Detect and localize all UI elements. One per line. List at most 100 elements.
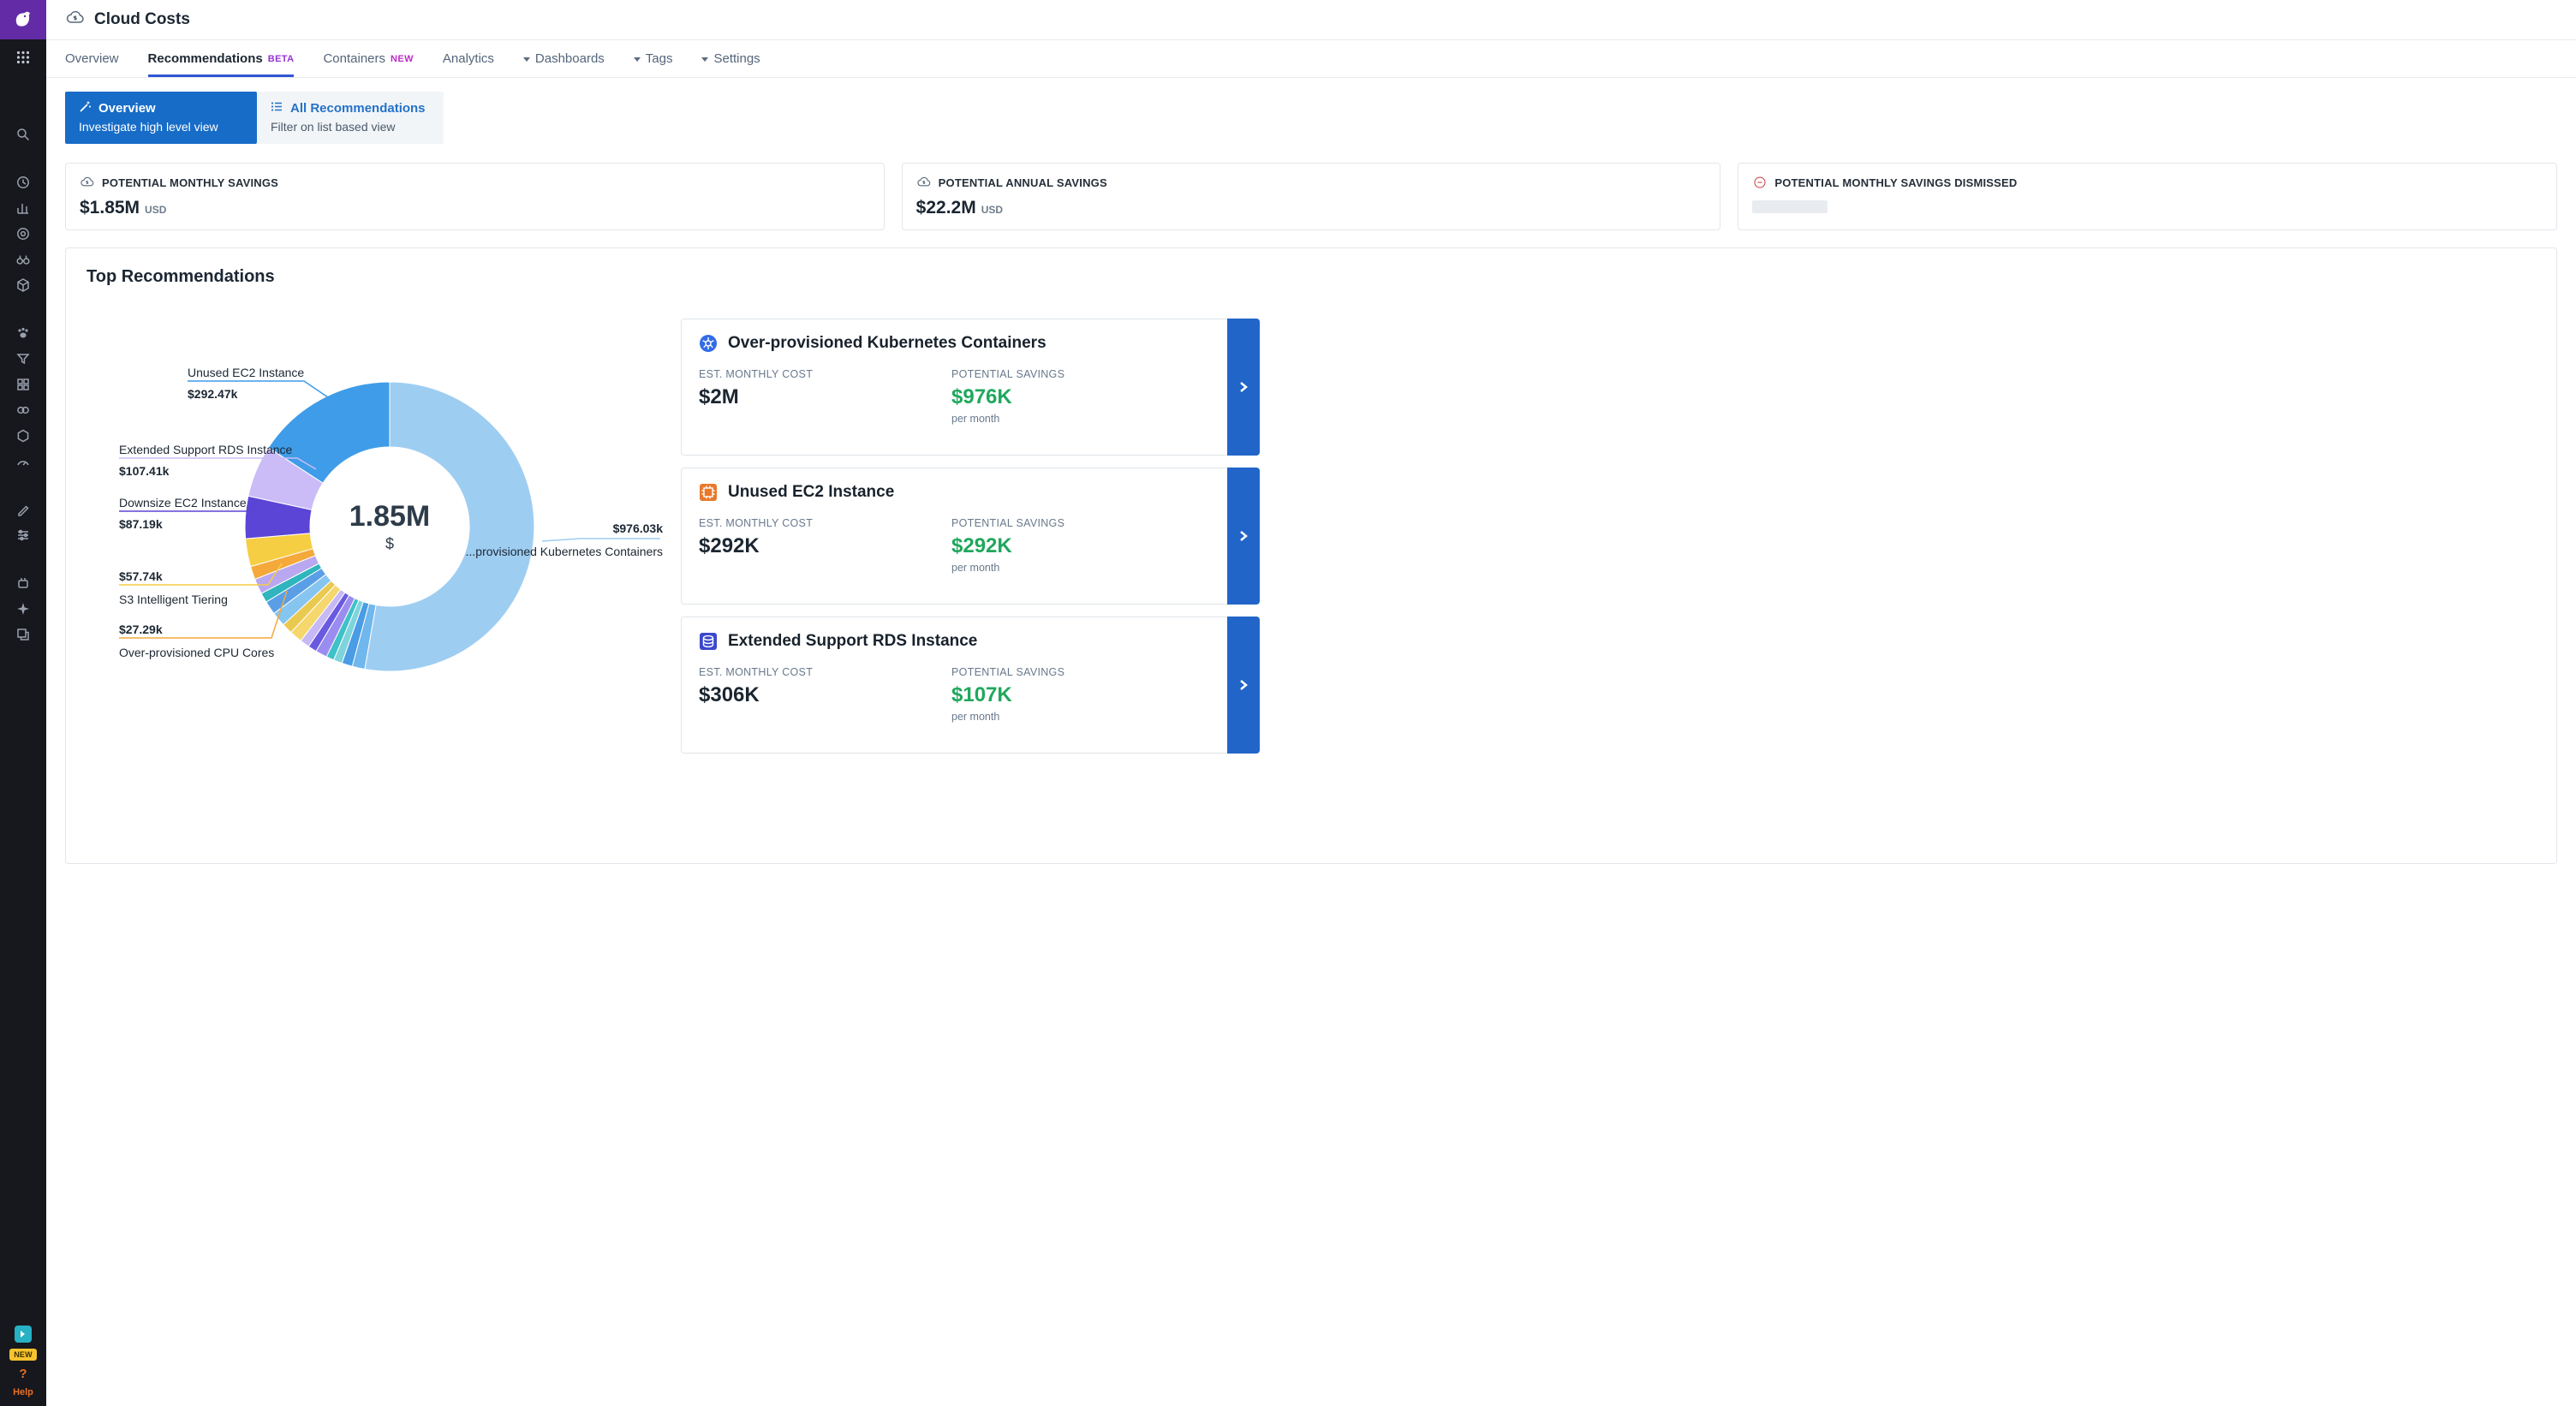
tab-settings[interactable]: Settings xyxy=(701,40,760,77)
help-link[interactable]: Help xyxy=(13,1387,33,1397)
stat-unit: USD xyxy=(145,204,167,216)
tab-dashboards[interactable]: Dashboards xyxy=(522,40,605,77)
chevron-right-icon xyxy=(1240,531,1248,541)
integrations-link-icon[interactable] xyxy=(15,402,31,418)
est-cost-label: EST. MONTHLY COST xyxy=(699,666,814,678)
est-cost-value: $292K xyxy=(699,534,760,557)
callout-label: Downsize EC2 Instance xyxy=(119,496,247,509)
tab-analytics[interactable]: Analytics xyxy=(443,40,494,77)
chevron-right-icon xyxy=(1240,382,1248,392)
tab-label: Tags xyxy=(645,51,673,66)
app-sidebar: NEW ? Help xyxy=(0,0,46,1406)
new-badge: NEW xyxy=(391,53,414,64)
main-content: Overview Investigate high level view All… xyxy=(46,78,2576,1406)
savings-label: POTENTIAL SAVINGS xyxy=(951,517,1065,529)
cloud-dollar-icon xyxy=(80,176,94,187)
loading-placeholder xyxy=(1752,200,1828,213)
callout-kubernetes: $976.03k ...provisioned Kubernetes Conta… xyxy=(450,521,663,559)
copy-icon[interactable] xyxy=(15,627,31,642)
callout-downsize-ec2: Downsize EC2 Instance $87.19k xyxy=(119,495,247,532)
savings-value: $292K xyxy=(951,534,1012,557)
callout-cpu-cores: $27.29k Over-provisioned CPU Cores xyxy=(119,622,274,660)
chevron-right-icon xyxy=(1240,680,1248,690)
apm-paw-icon[interactable] xyxy=(15,325,31,341)
packages-icon[interactable] xyxy=(15,428,31,444)
cloud-dollar-icon xyxy=(917,176,930,187)
stat-unit: USD xyxy=(981,204,1004,216)
sparkle-icon[interactable] xyxy=(15,601,31,617)
stat-label: POTENTIAL MONTHLY SAVINGS DISMISSED xyxy=(1774,176,2018,189)
rec-title: Extended Support RDS Instance xyxy=(728,632,978,650)
tab-tags[interactable]: Tags xyxy=(633,40,673,77)
stat-value: $22.2M xyxy=(915,198,976,217)
stat-value: $1.85M xyxy=(80,198,140,217)
est-cost-label: EST. MONTHLY COST xyxy=(699,368,814,380)
rec-card-unused-ec2[interactable]: Unused EC2 Instance EST. MONTHLY COST $2… xyxy=(681,468,1260,605)
monitors-gauge-icon[interactable] xyxy=(15,454,31,469)
tab-containers[interactable]: Containers NEW xyxy=(323,40,413,77)
callout-label: Extended Support RDS Instance xyxy=(119,443,293,456)
watchdog-binoculars-icon[interactable] xyxy=(15,252,31,267)
metrics-icon[interactable] xyxy=(15,200,31,216)
callout-s3-tiering: $57.74k S3 Intelligent Tiering xyxy=(119,569,228,607)
rec-title: Over-provisioned Kubernetes Containers xyxy=(728,334,1046,352)
open-recommendation-button[interactable] xyxy=(1227,468,1260,605)
callout-value: $57.74k xyxy=(119,569,163,583)
ci-pipeline-icon[interactable] xyxy=(14,1326,32,1343)
toggle-all-recommendations[interactable]: All Recommendations Filter on list based… xyxy=(257,92,444,144)
toggle-all-subtitle: Filter on list based view xyxy=(271,120,396,134)
toggle-all-title: All Recommendations xyxy=(290,101,426,116)
infrastructure-icon[interactable] xyxy=(15,277,31,293)
tab-overview[interactable]: Overview xyxy=(65,40,119,77)
tab-label: Settings xyxy=(713,51,760,66)
dismissed-minus-icon xyxy=(1754,176,1766,188)
tab-recommendations[interactable]: Recommendations BETA xyxy=(148,40,295,77)
view-toggle: Overview Investigate high level view All… xyxy=(65,92,2557,144)
stat-label: POTENTIAL MONTHLY SAVINGS xyxy=(102,176,279,189)
savings-period: per month xyxy=(951,711,1000,723)
section-title: Top Recommendations xyxy=(86,267,275,286)
donut-slice[interactable] xyxy=(364,381,535,672)
page-title: Cloud Costs xyxy=(94,10,190,28)
datadog-logo[interactable] xyxy=(0,0,46,39)
search-icon[interactable] xyxy=(15,127,31,142)
list-icon xyxy=(271,100,283,116)
est-cost-value: $2M xyxy=(699,385,739,408)
tab-label: Overview xyxy=(65,51,119,66)
callout-extended-rds: Extended Support RDS Instance $107.41k xyxy=(119,442,292,479)
savings-label: POTENTIAL SAVINGS xyxy=(951,368,1065,380)
services-icon[interactable] xyxy=(15,226,31,241)
history-icon[interactable] xyxy=(15,175,31,190)
open-recommendation-button[interactable] xyxy=(1227,617,1260,754)
savings-label: POTENTIAL SAVINGS xyxy=(951,666,1065,678)
callout-value: $107.41k xyxy=(119,464,170,478)
kubernetes-icon xyxy=(700,335,717,352)
toggle-overview-subtitle: Investigate high level view xyxy=(79,120,218,134)
savings-value: $976K xyxy=(951,385,1012,408)
workflows-plug-icon[interactable] xyxy=(15,575,31,591)
question-icon[interactable]: ? xyxy=(19,1367,27,1381)
dashboards-grid-icon[interactable] xyxy=(15,377,31,392)
callout-value: $976.03k xyxy=(612,521,663,535)
settings-sliders-icon[interactable] xyxy=(15,527,31,543)
beta-badge: BETA xyxy=(267,53,295,64)
chevron-down-icon xyxy=(633,57,641,62)
top-nav: Overview Recommendations BETA Containers… xyxy=(46,40,2576,78)
callout-label: Unused EC2 Instance xyxy=(188,366,305,379)
chevron-down-icon xyxy=(701,57,709,62)
logs-funnel-icon[interactable] xyxy=(15,351,31,366)
rec-card-extended-rds[interactable]: Extended Support RDS Instance EST. MONTH… xyxy=(681,617,1260,754)
stat-annual-savings: POTENTIAL ANNUAL SAVINGS $22.2M USD xyxy=(901,163,1721,230)
rec-card-kubernetes[interactable]: Over-provisioned Kubernetes Containers E… xyxy=(681,319,1260,456)
savings-period: per month xyxy=(951,413,1000,425)
notebooks-pencil-icon[interactable] xyxy=(15,502,31,517)
stats-row: POTENTIAL MONTHLY SAVINGS $1.85M USD POT… xyxy=(65,163,2558,230)
apps-grid-icon[interactable] xyxy=(15,50,31,65)
stat-label: POTENTIAL ANNUAL SAVINGS xyxy=(938,176,1107,189)
stat-savings-dismissed: POTENTIAL MONTHLY SAVINGS DISMISSED xyxy=(1738,163,2558,230)
top-recommendations-card: Top Recommendations 1.85M $ Unused EC2 I… xyxy=(65,247,2557,864)
rds-icon xyxy=(700,633,717,650)
toggle-overview[interactable]: Overview Investigate high level view xyxy=(65,92,257,144)
open-recommendation-button[interactable] xyxy=(1227,319,1260,456)
callout-value: $292.47k xyxy=(188,387,238,401)
